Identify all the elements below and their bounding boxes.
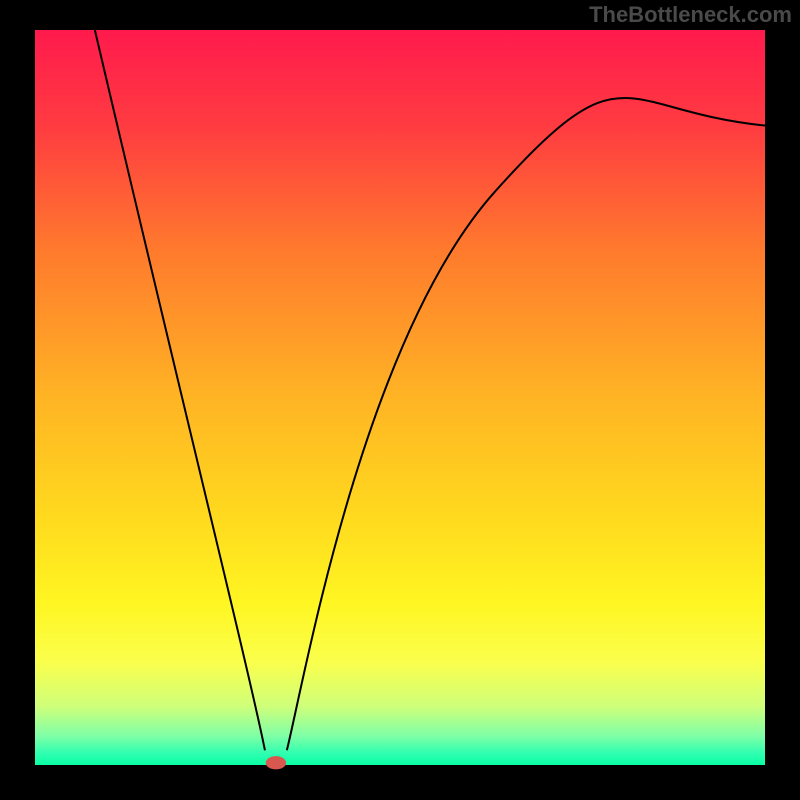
minimum-marker bbox=[266, 756, 286, 769]
watermark-text: TheBottleneck.com bbox=[589, 2, 792, 27]
chart-container: TheBottleneck.com bbox=[0, 0, 800, 800]
gradient-plot-area bbox=[35, 30, 765, 765]
bottleneck-chart: TheBottleneck.com bbox=[0, 0, 800, 800]
